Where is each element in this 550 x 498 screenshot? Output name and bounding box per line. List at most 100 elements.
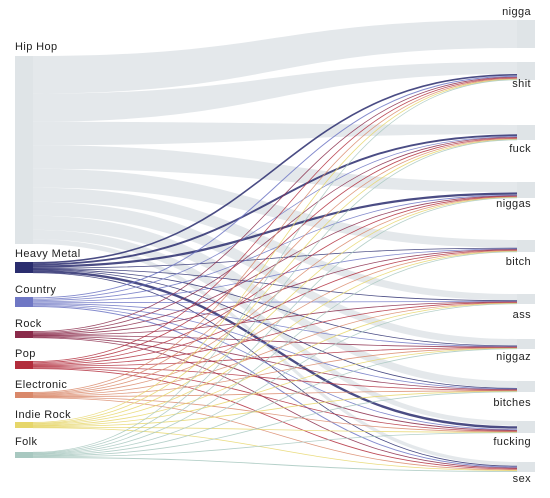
flow-rock-to-ass bbox=[32, 301, 518, 336]
target-node-sex bbox=[517, 462, 535, 472]
flow-folk-to-sex bbox=[32, 457, 518, 472]
flow-pop-to-sex bbox=[32, 368, 518, 470]
flow-electronic-to-bitches bbox=[32, 390, 518, 397]
source-node-electronic bbox=[15, 392, 33, 398]
flow-folk-to-niggaz bbox=[32, 348, 518, 456]
source-node-heavy-metal bbox=[15, 262, 33, 273]
flow-indie-rock-to-sex bbox=[32, 427, 518, 471]
flow-hip-hop-to-nigga bbox=[33, 20, 517, 94]
flow-pop-to-bitches bbox=[32, 366, 518, 391]
flow-hip-hop-to-fucking bbox=[33, 229, 517, 426]
flow-electronic-to-niggaz bbox=[32, 347, 518, 397]
flow-country-to-ass bbox=[32, 300, 518, 304]
target-node-ass bbox=[517, 294, 535, 304]
flow-folk-to-ass bbox=[32, 303, 518, 456]
node-layer bbox=[15, 20, 535, 472]
target-label-niggas: niggas bbox=[496, 198, 531, 210]
flow-pop-to-shit bbox=[32, 77, 518, 362]
flow-electronic-to-sex bbox=[32, 397, 518, 471]
flow-folk-to-fucking bbox=[32, 432, 518, 458]
flow-layer bbox=[32, 20, 518, 472]
target-node-fuck bbox=[517, 125, 535, 140]
flow-indie-rock-to-niggaz bbox=[32, 347, 518, 427]
source-label-indie-rock: Indie Rock bbox=[15, 409, 71, 421]
flow-rock-to-fucking bbox=[32, 336, 518, 431]
target-label-nigga: nigga bbox=[502, 6, 531, 18]
flow-indie-rock-to-ass bbox=[32, 302, 518, 426]
source-label-heavy-metal: Heavy Metal bbox=[15, 248, 81, 260]
flow-rock-to-shit bbox=[32, 76, 518, 332]
flow-country-to-fuck bbox=[32, 136, 518, 300]
source-label-hip-hop: Hip Hop bbox=[15, 41, 58, 53]
flow-heavy-metal-to-bitch bbox=[32, 247, 518, 269]
source-node-folk bbox=[15, 452, 33, 458]
flow-electronic-to-niggas bbox=[32, 196, 518, 395]
flow-rock-to-niggaz bbox=[32, 335, 518, 348]
flow-pop-to-niggaz bbox=[32, 347, 518, 367]
flow-indie-rock-to-bitches bbox=[32, 390, 518, 427]
target-label-fuck: fuck bbox=[509, 143, 531, 155]
source-node-hip-hop bbox=[15, 56, 33, 244]
flow-pop-to-ass bbox=[32, 302, 518, 366]
flow-rock-to-bitches bbox=[32, 335, 518, 391]
target-label-ass: ass bbox=[513, 309, 531, 321]
source-node-pop bbox=[15, 361, 33, 369]
flow-rock-to-niggas bbox=[32, 195, 518, 334]
flow-folk-to-bitch bbox=[32, 251, 518, 455]
flow-rock-to-sex bbox=[32, 337, 518, 469]
flow-pop-to-fucking bbox=[32, 367, 518, 432]
flow-country-to-niggas bbox=[32, 194, 518, 301]
target-label-sex: sex bbox=[513, 473, 531, 485]
flow-folk-to-fuck bbox=[32, 139, 518, 454]
flow-electronic-to-ass bbox=[32, 302, 518, 396]
flow-heavy-metal-to-niggas bbox=[32, 192, 518, 268]
flow-indie-rock-to-niggas bbox=[32, 196, 518, 425]
flow-heavy-metal-to-sex bbox=[32, 272, 518, 467]
flow-hip-hop-to-ass bbox=[33, 187, 517, 301]
flow-electronic-to-shit bbox=[32, 78, 518, 393]
flow-hip-hop-to-sex bbox=[33, 239, 517, 466]
target-label-shit: shit bbox=[512, 78, 531, 90]
target-label-fucking: fucking bbox=[493, 436, 531, 448]
flow-heavy-metal-to-ass bbox=[32, 268, 518, 302]
flow-indie-rock-to-bitch bbox=[32, 250, 518, 426]
flow-electronic-to-bitch bbox=[32, 250, 518, 396]
target-node-niggaz bbox=[517, 339, 535, 349]
source-node-rock bbox=[15, 331, 33, 338]
flow-electronic-to-fucking bbox=[32, 396, 518, 433]
source-label-folk: Folk bbox=[15, 436, 37, 448]
flow-indie-rock-to-fuck bbox=[32, 138, 518, 424]
target-node-niggas bbox=[517, 182, 535, 198]
flow-heavy-metal-to-shit bbox=[32, 74, 518, 264]
flow-hip-hop-to-bitch bbox=[33, 168, 517, 248]
target-label-niggaz: niggaz bbox=[496, 351, 531, 363]
flow-hip-hop-to-fuck bbox=[33, 121, 517, 146]
flow-pop-to-niggas bbox=[32, 196, 518, 365]
target-node-bitch bbox=[517, 240, 535, 252]
source-label-pop: Pop bbox=[15, 348, 36, 360]
flow-country-to-bitch bbox=[32, 248, 518, 303]
source-label-country: Country bbox=[15, 284, 56, 296]
target-label-bitches: bitches bbox=[493, 397, 531, 409]
flow-heavy-metal-to-bitches bbox=[32, 269, 518, 389]
flow-indie-rock-to-shit bbox=[32, 78, 518, 423]
flow-country-to-fucking bbox=[32, 305, 518, 430]
flow-pop-to-bitch bbox=[32, 249, 518, 365]
target-node-shit bbox=[517, 62, 535, 80]
flow-hip-hop-to-niggaz bbox=[33, 201, 517, 346]
source-node-indie-rock bbox=[15, 422, 33, 428]
target-node-fucking bbox=[517, 421, 535, 433]
target-label-bitch: bitch bbox=[506, 256, 531, 268]
flow-country-to-shit bbox=[32, 75, 518, 299]
flow-country-to-bitches bbox=[32, 304, 518, 390]
flow-heavy-metal-to-fuck bbox=[32, 134, 518, 266]
source-label-electronic: Electronic bbox=[15, 379, 67, 391]
flow-hip-hop-to-shit bbox=[33, 62, 517, 122]
flow-rock-to-bitch bbox=[32, 249, 518, 335]
label-layer: Hip Hop Heavy Metal Country Rock Pop Electron… bbox=[15, 6, 531, 485]
target-node-nigga bbox=[517, 20, 535, 48]
target-node-bitches bbox=[517, 381, 535, 392]
flow-folk-to-niggas bbox=[32, 197, 518, 454]
flow-folk-to-shit bbox=[32, 79, 518, 453]
